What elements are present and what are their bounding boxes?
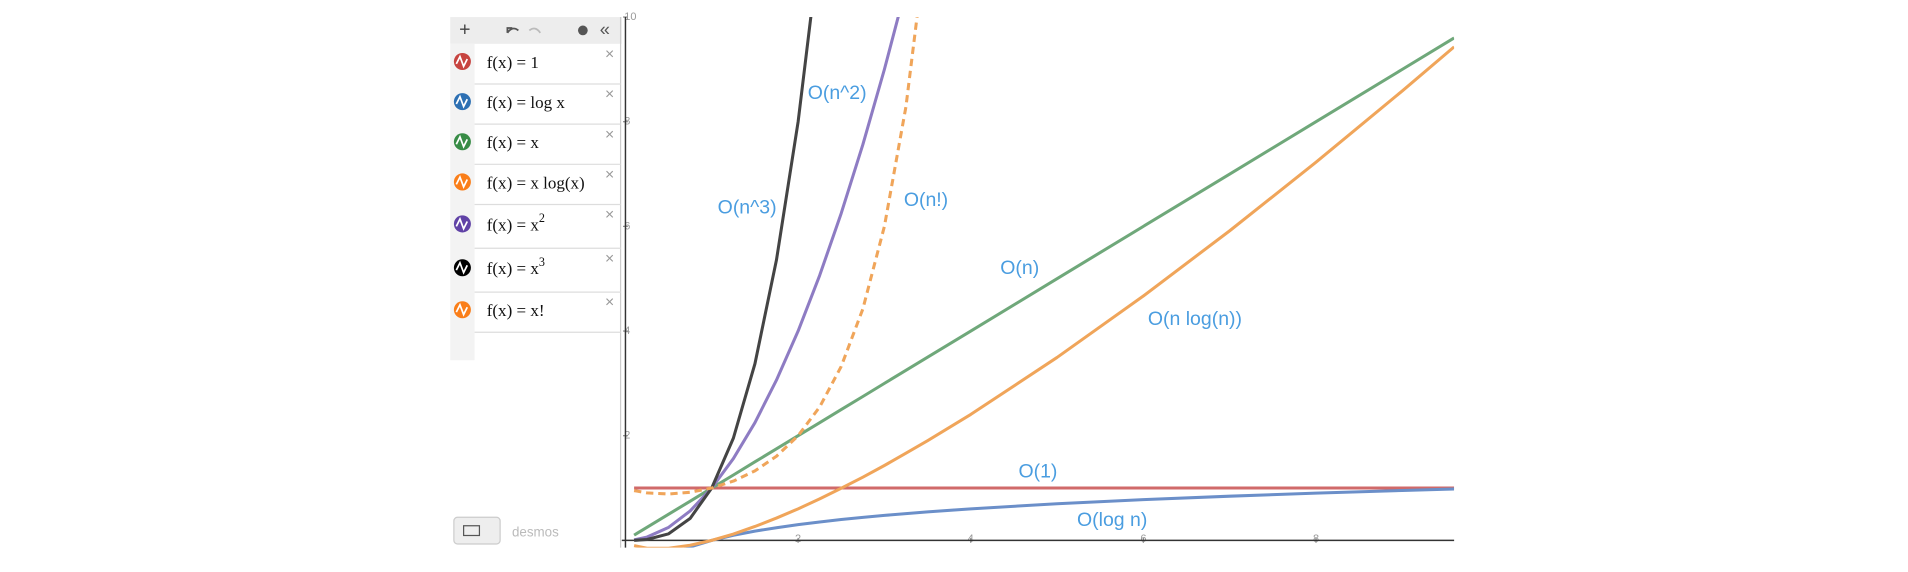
- expression-sup: 2: [539, 211, 545, 225]
- x-tick-label: 4: [968, 533, 974, 545]
- y-tick-label: 8: [624, 116, 630, 128]
- expression-text: f(x) = log x: [487, 93, 566, 112]
- icon-wave: [455, 260, 469, 275]
- delete-button[interactable]: ×: [605, 207, 614, 224]
- annotation: O(n!): [904, 189, 948, 211]
- series-line: [633, 45, 1455, 548]
- delete-button[interactable]: ×: [605, 126, 614, 143]
- icon-wave: [455, 216, 469, 231]
- icon-wave: [455, 174, 469, 189]
- y-tick-label: 6: [624, 220, 630, 232]
- x-tick-label: 8: [1313, 533, 1319, 545]
- expression-text: f(x) = x: [487, 259, 540, 278]
- annotation: O(n^3): [718, 196, 777, 218]
- expression: f(x) = x!: [487, 301, 545, 320]
- sidebar: [450, 17, 622, 548]
- expression: f(x) = 1: [487, 53, 539, 72]
- delete-button[interactable]: ×: [605, 294, 614, 311]
- y-tick-label: 10: [624, 11, 636, 23]
- x-tick-label: 2: [795, 533, 801, 545]
- undo-button[interactable]: [506, 27, 519, 34]
- delete-button[interactable]: ×: [605, 250, 614, 267]
- annotation: O(n): [1000, 257, 1039, 279]
- expression-text: f(x) = x: [487, 215, 540, 234]
- annotation: O(1): [1018, 460, 1057, 482]
- expression: f(x) = x2: [487, 211, 545, 234]
- add-button[interactable]: +: [459, 19, 470, 41]
- icon-wave: [455, 54, 469, 69]
- annotation: O(n log(n)): [1148, 308, 1242, 330]
- expression: f(x) = log x: [487, 93, 566, 112]
- expression: f(x) = x: [487, 133, 540, 152]
- series-line: [633, 17, 919, 496]
- expression-text: f(x) = 1: [487, 53, 539, 72]
- y-tick-label: 2: [624, 430, 630, 442]
- expression-text: f(x) = x: [487, 133, 540, 152]
- delete-button[interactable]: ×: [605, 46, 614, 63]
- annotation: O(log n): [1077, 509, 1147, 531]
- series-line: [633, 17, 813, 542]
- icon-wave: [455, 302, 469, 317]
- x-tick-label: 6: [1140, 533, 1146, 545]
- expression-text: f(x) = x log(x): [487, 173, 585, 192]
- expression-text: f(x) = x!: [487, 301, 545, 320]
- y-tick-label: 4: [624, 325, 630, 337]
- plot: [633, 17, 1455, 548]
- expression: f(x) = x log(x): [487, 173, 585, 192]
- icon-wave: [455, 134, 469, 149]
- delete-button[interactable]: ×: [605, 86, 614, 103]
- delete-button[interactable]: ×: [605, 166, 614, 183]
- brand: desmos: [512, 525, 559, 540]
- series-line: [633, 36, 1455, 537]
- expression: f(x) = x3: [487, 255, 545, 278]
- icon-wave: [455, 94, 469, 109]
- redo-button[interactable]: [528, 27, 542, 34]
- settings-button[interactable]: [577, 25, 588, 36]
- keyboard-icon: [463, 525, 481, 537]
- annotation: O(n^2): [808, 82, 867, 104]
- expression-sup: 3: [539, 255, 545, 269]
- toolbar: [450, 17, 622, 44]
- keyboard-button[interactable]: [453, 516, 501, 545]
- series-line: [633, 17, 900, 542]
- collapse-button[interactable]: «: [600, 18, 610, 39]
